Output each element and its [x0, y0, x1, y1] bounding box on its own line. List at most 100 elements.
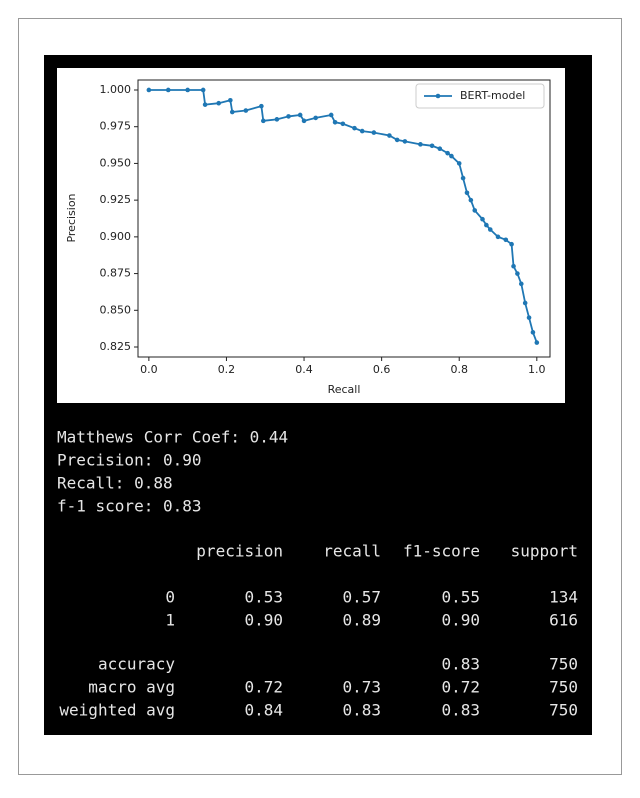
point — [534, 340, 540, 345]
report-cell: 0.72 — [244, 678, 283, 697]
point — [464, 190, 470, 196]
point — [530, 330, 536, 335]
x-tick-label: 0.0 — [140, 363, 158, 376]
report-row-label: 0 — [165, 588, 175, 607]
report-cell: 750 — [549, 655, 578, 674]
point — [468, 197, 474, 203]
report-row-label: 1 — [165, 611, 175, 630]
point — [352, 125, 357, 131]
point — [340, 121, 346, 127]
y-tick-label: 1.000 — [100, 83, 132, 96]
x-tick-label: 0.4 — [295, 363, 313, 376]
legend-label: BERT-model — [460, 89, 525, 102]
point — [495, 234, 501, 240]
report-header: precision — [196, 542, 283, 561]
report-cell: 0.72 — [441, 678, 480, 697]
report-cell: 0.83 — [441, 655, 480, 674]
report-header: recall — [323, 542, 381, 561]
output-line: f-1 score: 0.83 — [57, 497, 202, 516]
point — [259, 103, 264, 109]
y-tick-label: 0.875 — [100, 267, 132, 280]
point — [328, 112, 334, 118]
point — [359, 128, 365, 134]
point — [371, 130, 377, 135]
point — [518, 281, 524, 287]
point — [202, 102, 208, 107]
point — [480, 216, 485, 222]
y-axis-label: Precision — [65, 193, 78, 242]
x-tick-label: 0.6 — [373, 363, 391, 376]
point — [313, 115, 318, 121]
output-line: Precision: 0.90 — [57, 451, 202, 470]
legend-marker — [435, 93, 441, 99]
report-cell: 0.83 — [342, 701, 381, 720]
y-tick-label: 0.950 — [100, 156, 132, 169]
report-cell: 0.90 — [441, 611, 480, 630]
point — [200, 87, 206, 93]
report-cell: 616 — [549, 611, 578, 630]
point — [429, 143, 435, 149]
report-cell: 0.73 — [342, 678, 381, 697]
point — [460, 175, 466, 181]
point — [332, 119, 338, 125]
report-cell: 0.55 — [441, 588, 480, 607]
report-cell: 750 — [549, 678, 578, 697]
report-cell: 134 — [549, 588, 578, 607]
point — [509, 241, 514, 247]
point — [487, 227, 493, 232]
y-tick-label: 0.925 — [100, 193, 132, 206]
output-line: Recall: 0.88 — [57, 474, 173, 493]
report-cell: 750 — [549, 701, 578, 720]
report-cell: 0.84 — [244, 701, 283, 720]
report-cell: 0.90 — [244, 611, 283, 630]
point — [274, 117, 280, 122]
report-cell: 0.83 — [441, 701, 480, 720]
output-line: Matthews Corr Coef: 0.44 — [57, 428, 288, 447]
point — [297, 112, 303, 118]
point — [394, 137, 400, 143]
x-tick-label: 0.2 — [218, 363, 236, 376]
point — [511, 263, 516, 269]
point — [301, 118, 307, 124]
point — [522, 300, 528, 306]
point — [286, 114, 291, 119]
point — [216, 100, 221, 106]
plot-frame — [137, 79, 551, 358]
report-cell: 0.89 — [342, 611, 381, 630]
point — [402, 139, 408, 144]
report-cell: 0.57 — [342, 588, 381, 607]
point — [515, 271, 520, 276]
point — [387, 133, 392, 138]
y-tick-label: 0.900 — [100, 230, 132, 243]
point — [437, 146, 443, 152]
point — [229, 109, 235, 115]
point — [165, 87, 171, 93]
point — [445, 150, 450, 156]
point — [418, 142, 423, 147]
y-tick-label: 0.975 — [100, 120, 132, 133]
report-row-label: macro avg — [88, 678, 175, 697]
point — [146, 87, 152, 93]
y-tick-label: 0.850 — [100, 303, 132, 316]
report-row-label: accuracy — [98, 655, 175, 674]
point — [456, 161, 462, 166]
point — [472, 208, 478, 213]
report-cell: 0.53 — [244, 588, 283, 607]
report-header: f1-score — [403, 542, 480, 561]
point — [185, 87, 190, 93]
report-row-label: weighted avg — [59, 701, 175, 720]
page-border — [18, 18, 622, 775]
point — [526, 315, 532, 320]
point — [228, 97, 233, 103]
y-tick-label: 0.825 — [100, 340, 132, 353]
legend-box — [415, 83, 545, 109]
point — [243, 108, 249, 113]
x-tick-label: 0.8 — [450, 363, 468, 376]
point — [484, 222, 489, 228]
report-header: support — [511, 542, 578, 561]
point — [449, 153, 454, 159]
point — [261, 118, 266, 124]
point — [503, 237, 509, 243]
x-tick-label: 1.0 — [528, 363, 546, 376]
